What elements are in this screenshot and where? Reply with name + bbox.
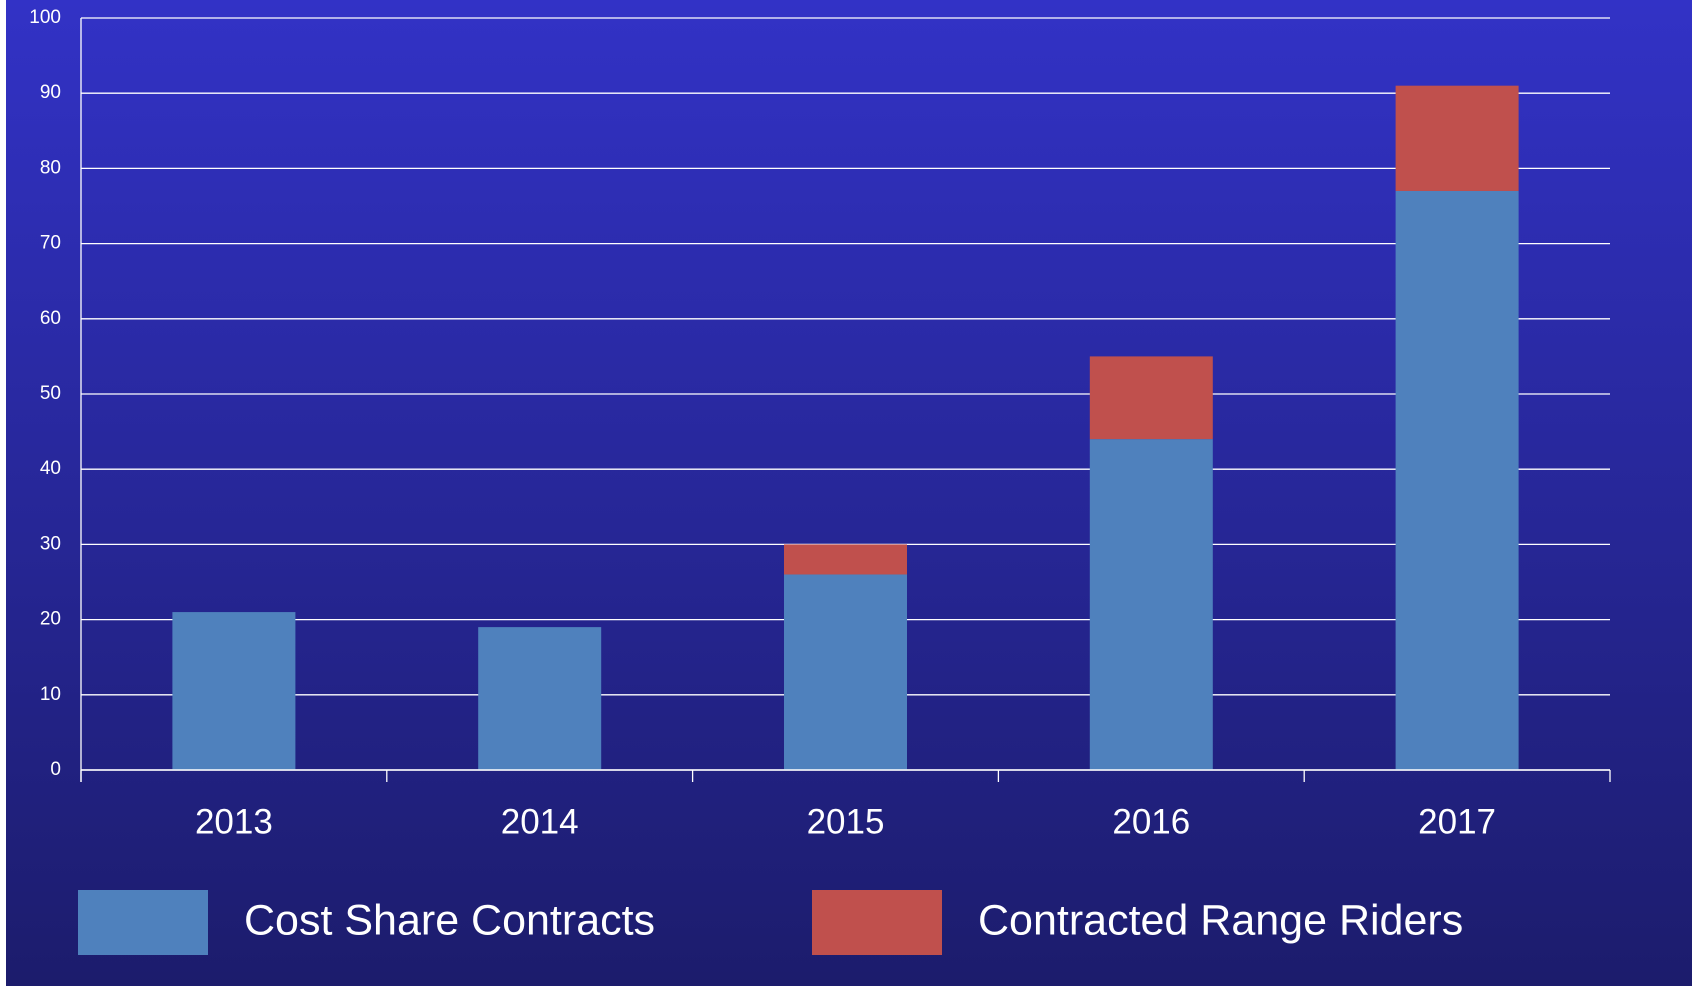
y-tick-label: 60 — [40, 308, 61, 329]
bar-segment — [1395, 190, 1519, 770]
x-tick-label: 2013 — [195, 802, 273, 841]
y-tick-label: 90 — [40, 82, 61, 103]
legend-label: Contracted Range Riders — [978, 896, 1463, 944]
x-tick-label: 2015 — [807, 802, 885, 841]
y-tick-label: 80 — [40, 157, 61, 178]
y-tick-label: 40 — [40, 458, 61, 479]
bar-segment — [172, 612, 296, 770]
y-tick-label: 100 — [29, 7, 61, 28]
bar-segment — [784, 574, 907, 770]
x-tick-label: 2016 — [1112, 802, 1190, 841]
x-tick-label: 2017 — [1418, 802, 1496, 841]
y-tick-label: 10 — [40, 684, 61, 705]
y-tick-label: 30 — [40, 533, 61, 554]
bar-segment — [784, 544, 907, 575]
bar-segment — [478, 627, 602, 770]
legend-swatch — [812, 890, 942, 955]
bar-segment — [1089, 439, 1213, 770]
legend-swatch — [78, 890, 208, 955]
y-tick-label: 50 — [40, 383, 61, 404]
bar-segment — [1395, 85, 1519, 191]
x-tick-label: 2014 — [501, 802, 579, 841]
bar-segment — [1089, 356, 1213, 440]
y-tick-label: 0 — [50, 759, 61, 780]
y-tick-label: 70 — [40, 233, 61, 254]
legend-label: Cost Share Contracts — [244, 896, 655, 944]
y-tick-label: 20 — [40, 609, 61, 630]
